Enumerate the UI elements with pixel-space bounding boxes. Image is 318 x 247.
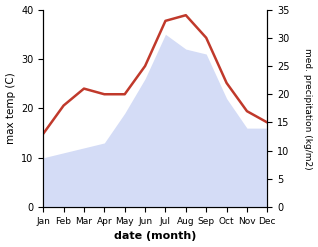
X-axis label: date (month): date (month) xyxy=(114,231,197,242)
Y-axis label: max temp (C): max temp (C) xyxy=(5,72,16,144)
Y-axis label: med. precipitation (kg/m2): med. precipitation (kg/m2) xyxy=(303,48,313,169)
